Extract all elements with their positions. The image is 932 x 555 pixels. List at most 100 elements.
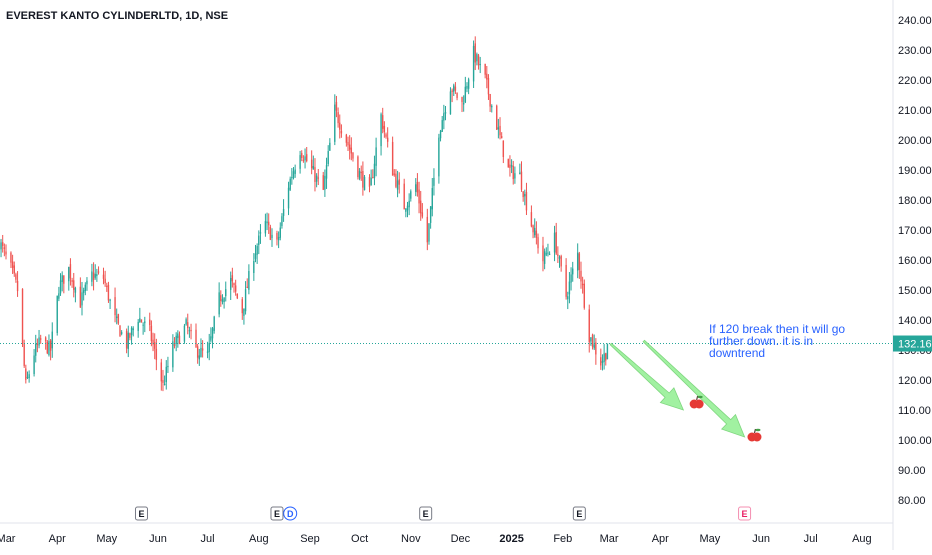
candle [466, 82, 467, 92]
candle [71, 278, 72, 288]
y-tick-label: 230.00 [898, 45, 932, 57]
candle [144, 317, 145, 332]
candle [114, 288, 115, 323]
candle [233, 283, 234, 293]
candle [511, 159, 512, 173]
candle [68, 267, 69, 291]
earnings-marker[interactable]: E [739, 507, 751, 520]
earnings-marker[interactable]: E [135, 507, 147, 520]
earnings-marker[interactable]: E [573, 507, 585, 520]
candle [248, 264, 249, 294]
candle [104, 271, 105, 287]
candle [258, 230, 259, 254]
candle [537, 234, 538, 254]
candle [440, 130, 441, 141]
candle [93, 262, 94, 290]
candle [382, 108, 383, 133]
x-tick-label: Feb [553, 533, 572, 545]
candle [45, 336, 46, 349]
candle [96, 269, 97, 282]
candle [514, 166, 515, 183]
candle [359, 168, 360, 180]
x-tick-label: Nov [401, 533, 421, 545]
candle [524, 190, 525, 206]
dividend-marker[interactable]: D [284, 507, 297, 520]
candle [395, 169, 396, 188]
candle [362, 161, 363, 195]
candle [572, 262, 573, 282]
candle [584, 279, 585, 309]
candle [60, 273, 61, 296]
candle [95, 264, 96, 280]
candle [370, 170, 371, 186]
candle [230, 272, 231, 300]
earnings-marker[interactable]: E [271, 507, 283, 520]
candle [126, 329, 127, 354]
candle [75, 287, 76, 303]
candle [508, 159, 509, 168]
candle [451, 89, 452, 103]
candle [210, 327, 211, 342]
candle [108, 282, 109, 303]
candle [329, 138, 330, 151]
candle [594, 334, 595, 350]
candle [387, 127, 388, 147]
candle [154, 333, 155, 359]
candle [131, 326, 132, 344]
candle [418, 182, 419, 213]
candle [187, 314, 188, 335]
candle [445, 106, 446, 120]
candle [151, 320, 152, 346]
candle [5, 244, 6, 259]
candle [473, 41, 474, 88]
svg-text:E: E [576, 509, 582, 519]
candle [589, 305, 590, 353]
candle [349, 135, 350, 159]
candle [276, 231, 277, 246]
candle [271, 228, 272, 247]
candle [28, 370, 29, 382]
candle [37, 339, 38, 353]
candle [351, 137, 352, 160]
candle [314, 158, 315, 191]
candle [83, 288, 84, 301]
candle [61, 271, 62, 291]
svg-text:E: E [742, 509, 748, 519]
x-tick-label: May [96, 533, 117, 545]
candle [339, 114, 340, 138]
candle [288, 182, 289, 215]
candle [220, 290, 221, 307]
svg-text:E: E [423, 509, 429, 519]
candle [403, 179, 404, 210]
candle [531, 205, 532, 227]
candle [106, 283, 107, 292]
candle [600, 349, 601, 370]
candle [352, 152, 353, 161]
candle [595, 338, 596, 365]
candle [394, 169, 395, 177]
candle [455, 82, 456, 94]
candle [463, 95, 464, 111]
candle [603, 344, 604, 369]
candle [428, 223, 429, 245]
candle [542, 237, 543, 271]
candle [245, 281, 246, 314]
candle [334, 94, 335, 145]
candle [85, 282, 86, 295]
candle [52, 322, 53, 357]
x-tick-label: May [699, 533, 720, 545]
x-tick-label: Jul [201, 533, 215, 545]
candle [385, 133, 386, 139]
candle [496, 105, 497, 130]
x-tick-label: Jul [804, 533, 818, 545]
candle [174, 337, 175, 348]
candle [556, 223, 557, 255]
candle [559, 255, 560, 268]
candle [0, 239, 1, 257]
candle [433, 168, 434, 195]
candle [491, 104, 492, 112]
earnings-marker[interactable]: E [420, 507, 432, 520]
y-tick-label: 100.00 [898, 435, 932, 447]
